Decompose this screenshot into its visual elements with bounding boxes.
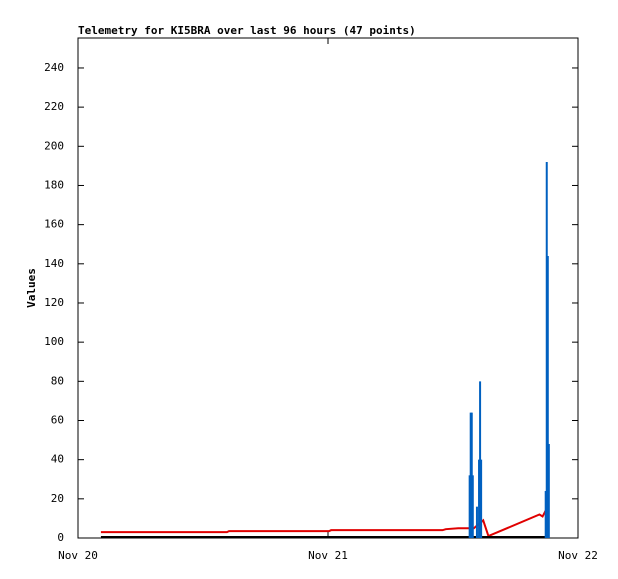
y-tick-label: 20	[51, 492, 64, 505]
y-tick-label: 40	[51, 453, 64, 466]
x-tick-label: Nov 20	[58, 549, 98, 562]
y-tick-label: 120	[44, 296, 64, 309]
y-tick-label: 180	[44, 178, 64, 191]
chart-title: Telemetry for KI5BRA over last 96 hours …	[78, 24, 416, 37]
y-tick-label: 220	[44, 100, 64, 113]
plot-frame	[77, 37, 579, 539]
series-line	[100, 507, 549, 538]
y-tick-label: 0	[57, 531, 64, 544]
x-tick-label: Nov 21	[308, 549, 348, 562]
y-tick-label: 240	[44, 61, 64, 74]
y-axis-label: Values	[25, 268, 38, 308]
y-tick-label: 80	[51, 374, 64, 387]
y-tick-label: 200	[44, 139, 64, 152]
x-tick-label: Nov 22	[558, 549, 598, 562]
y-tick-label: 100	[44, 335, 64, 348]
y-tick-label: 140	[44, 257, 64, 270]
y-tick-label: 60	[51, 413, 64, 426]
y-tick-label: 160	[44, 218, 64, 231]
